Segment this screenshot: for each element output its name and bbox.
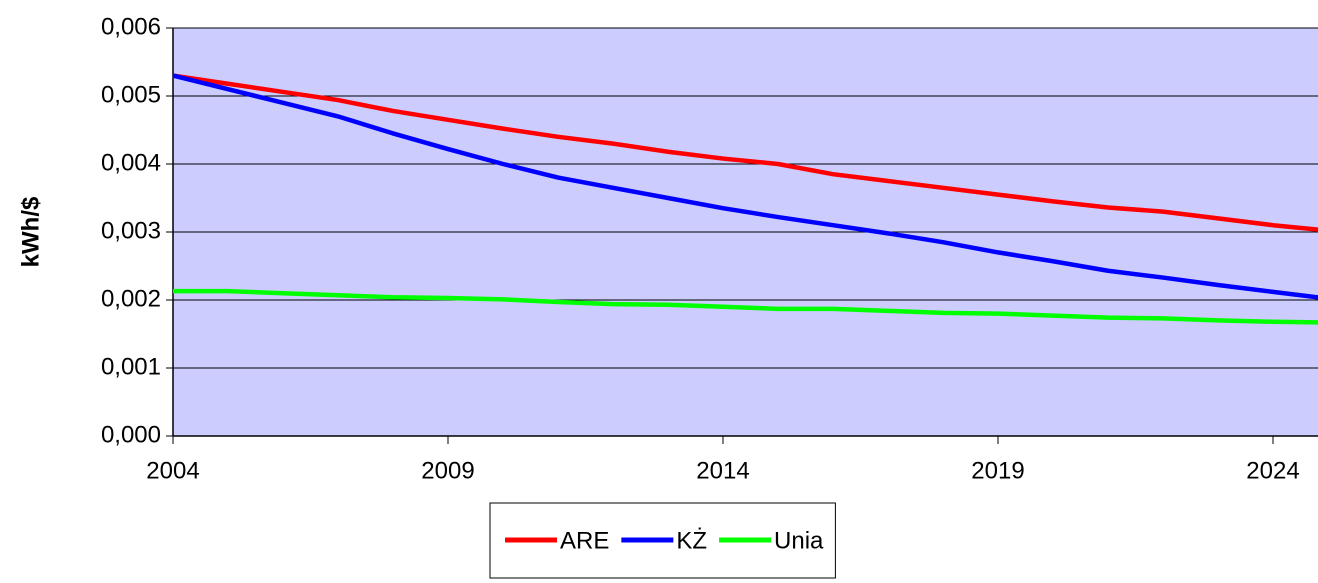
- series-line: [172, 73, 1318, 300]
- series-line: [173, 288, 1318, 325]
- y-tick-label: 0,006: [101, 13, 161, 40]
- y-tick-label: 0,003: [101, 217, 161, 244]
- x-tick-label: 2009: [421, 457, 474, 484]
- legend: ARE KŻ Unia: [489, 502, 836, 579]
- legend-label: KŻ: [676, 527, 707, 554]
- x-tick-label: 2019: [971, 457, 1024, 484]
- x-tick-label: 2014: [696, 457, 749, 484]
- y-tick-label: 0,002: [101, 285, 161, 312]
- legend-label: ARE: [560, 527, 609, 554]
- y-tick-label: 0,001: [101, 353, 161, 380]
- y-tick-label: 0,000: [101, 421, 161, 448]
- x-tick-label: 2024: [1246, 457, 1299, 484]
- series-line: [172, 73, 1318, 232]
- y-tick-label: 0,005: [101, 81, 161, 108]
- y-axis-title: kWh/$: [17, 196, 44, 267]
- legend-label: Unia: [774, 527, 824, 554]
- y-tick-label: 0,004: [101, 149, 161, 176]
- x-tick-label: 2004: [146, 457, 199, 484]
